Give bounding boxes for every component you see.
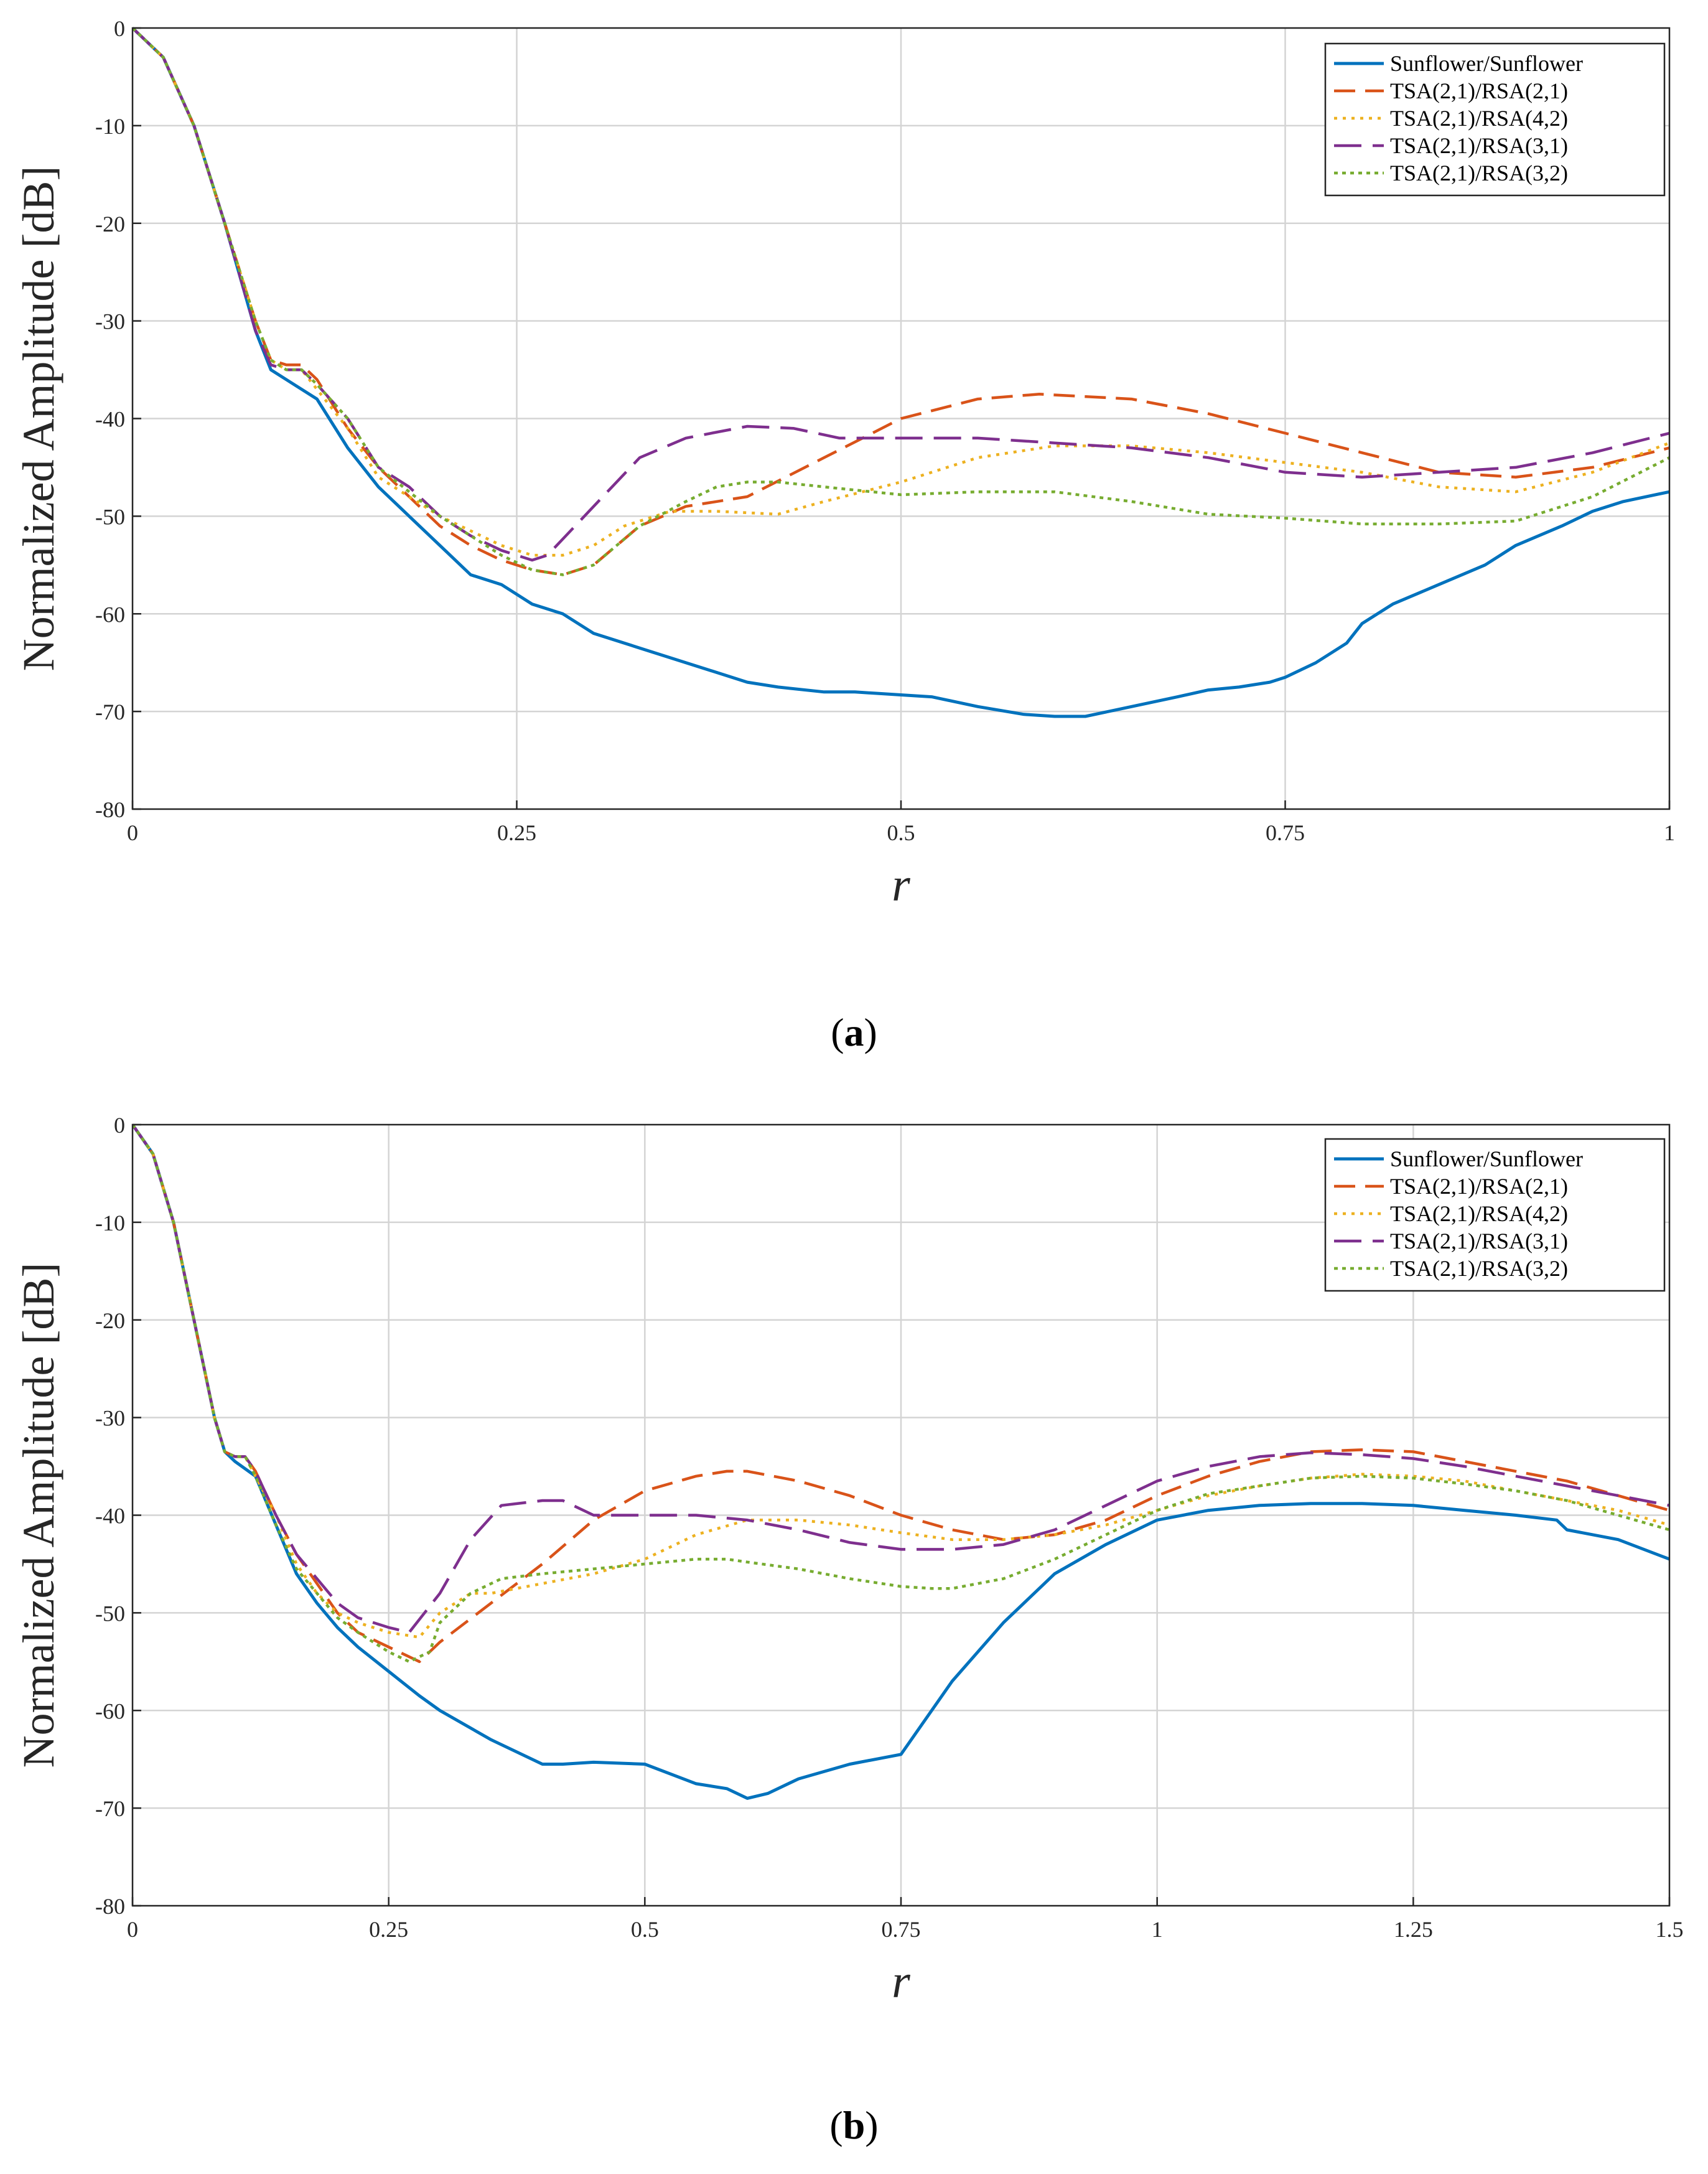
- chart-b-legend-box: [1324, 1138, 1666, 1292]
- chart-b-ytick-label-6: -60: [95, 1698, 125, 1723]
- chart-b-xtick-label-2: 0.5: [631, 1917, 659, 1942]
- caption-a-close: ): [864, 1010, 877, 1054]
- chart-b-xtick-label-4: 1: [1152, 1917, 1163, 1942]
- chart-a-ytick-label-8: -80: [95, 797, 125, 822]
- chart-b-ytick-label-1: -10: [95, 1211, 125, 1235]
- chart-a-legend-label-2: TSA(2,1)/RSA(4,2): [1390, 106, 1568, 131]
- caption-a: (a): [0, 1010, 1708, 1056]
- chart-a-ytick-label-0: 0: [114, 16, 125, 41]
- chart-b-ytick-label-0: 0: [114, 1113, 125, 1138]
- chart-a-y-axis-label: Normalized Amplitude [dB]: [14, 166, 63, 672]
- chart-a-legend-box: [1324, 42, 1666, 197]
- chart-b: 0 0.25 0.5 0.75 1 1.25 1.5 0 -10 -20 -30 -40 -50 -60 -…: [14, 1113, 1684, 2008]
- chart-a-ytick-label-2: -20: [95, 212, 125, 237]
- chart-a: 0 0.25 0.5 0.75 1 0 -10 -20 -30 -40 -50 -60 -70 -80 r N…: [14, 16, 1675, 911]
- chart-a-ytick-label-4: -40: [95, 407, 125, 432]
- chart-a-ytick-label-3: -30: [95, 309, 125, 334]
- chart-b-y-axis-label: Normalized Amplitude [dB]: [14, 1263, 63, 1768]
- chart-b-ytick-label-7: -70: [95, 1796, 125, 1821]
- chart-a-series-0: [133, 27, 1669, 718]
- chart-b-series-4: [133, 1123, 1669, 1664]
- chart-b-series-3: [133, 1123, 1669, 1634]
- chart-a-ytick-label-7: -70: [95, 700, 125, 724]
- chart-a-legend-label-3: TSA(2,1)/RSA(3,1): [1390, 133, 1568, 158]
- chart-b-xtick-label-6: 1.5: [1656, 1917, 1684, 1942]
- caption-b-open: (: [829, 2103, 843, 2147]
- chart-b-legend-label-3: TSA(2,1)/RSA(3,1): [1390, 1229, 1568, 1253]
- chart-b-ytick-label-3: -30: [95, 1406, 125, 1431]
- figure-panel-b: 0 0.25 0.5 0.75 1 1.25 1.5 0 -10 -20 -30 -40 -50 -60 -…: [0, 1087, 1708, 2174]
- chart-a-xtick-label-4: 1: [1664, 820, 1675, 845]
- chart-b-xtick-label-3: 0.75: [882, 1917, 921, 1942]
- chart-a-ytick-label-6: -60: [95, 602, 125, 627]
- chart-b-xtick-label-5: 1.25: [1394, 1917, 1433, 1942]
- chart-a-legend-label-4: TSA(2,1)/RSA(3,2): [1390, 161, 1568, 185]
- chart-b-ytick-label-5: -50: [95, 1601, 125, 1626]
- caption-b: (b): [0, 2102, 1708, 2148]
- chart-a-x-axis-label: r: [892, 859, 910, 911]
- chart-b-x-axis-label: r: [892, 1956, 910, 2008]
- caption-b-letter: b: [842, 2103, 866, 2147]
- caption-a-letter: a: [844, 1010, 864, 1054]
- caption-b-close: ): [865, 2103, 879, 2147]
- chart-a-xtick-label-2: 0.5: [887, 820, 915, 845]
- caption-a-open: (: [831, 1010, 844, 1054]
- chart-b-legend: Sunflower/SunflowerTSA(2,1)/RSA(2,1)TSA(…: [1324, 1138, 1666, 1292]
- chart-b-legend-label-4: TSA(2,1)/RSA(3,2): [1390, 1256, 1568, 1281]
- chart-b-legend-label-0: Sunflower/Sunflower: [1390, 1146, 1583, 1171]
- chart-b-xtick-label-1: 0.25: [369, 1917, 408, 1942]
- chart-b-ytick-label-4: -40: [95, 1504, 125, 1529]
- chart-a-ytick-label-5: -50: [95, 504, 125, 529]
- chart-b-legend-label-1: TSA(2,1)/RSA(2,1): [1390, 1174, 1568, 1199]
- chart-b-ytick-label-8: -80: [95, 1894, 125, 1919]
- figure-panel-a: 0 0.25 0.5 0.75 1 0 -10 -20 -30 -40 -50 -60 -70 -80 r N…: [0, 16, 1708, 1056]
- chart-a-xtick-label-0: 0: [127, 820, 138, 845]
- chart-a-legend-label-0: Sunflower/Sunflower: [1390, 51, 1583, 76]
- chart-a-series-3: [133, 27, 1669, 562]
- chart-b-series-2: [133, 1123, 1669, 1639]
- chart-a-series-4: [133, 27, 1669, 576]
- chart-a-legend-label-1: TSA(2,1)/RSA(2,1): [1390, 78, 1568, 103]
- chart-a-series-2: [133, 27, 1669, 557]
- chart-b-ytick-label-2: -20: [95, 1308, 125, 1333]
- chart-a-xtick-label-1: 0.25: [497, 820, 536, 845]
- chart-a-xtick-label-3: 0.75: [1266, 820, 1305, 845]
- chart-b-xtick-label-0: 0: [127, 1917, 138, 1942]
- chart-b-legend-label-2: TSA(2,1)/RSA(4,2): [1390, 1201, 1568, 1226]
- chart-a-ytick-label-1: -10: [95, 114, 125, 139]
